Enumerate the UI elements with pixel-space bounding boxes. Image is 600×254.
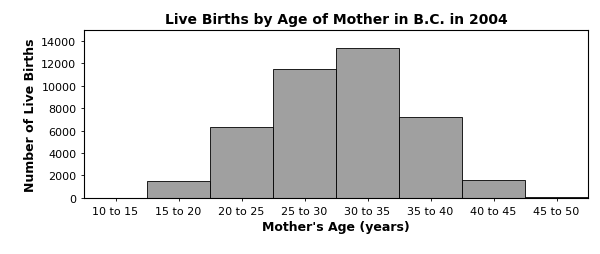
Title: Live Births by Age of Mother in B.C. in 2004: Live Births by Age of Mother in B.C. in … xyxy=(164,13,508,27)
Bar xyxy=(336,48,399,198)
Bar xyxy=(399,118,462,198)
Bar xyxy=(525,197,588,198)
Bar xyxy=(147,181,210,198)
Bar xyxy=(210,128,273,198)
Y-axis label: Number of Live Births: Number of Live Births xyxy=(24,38,37,191)
X-axis label: Mother's Age (years): Mother's Age (years) xyxy=(262,220,410,233)
Bar xyxy=(462,180,525,198)
Bar xyxy=(273,70,336,198)
